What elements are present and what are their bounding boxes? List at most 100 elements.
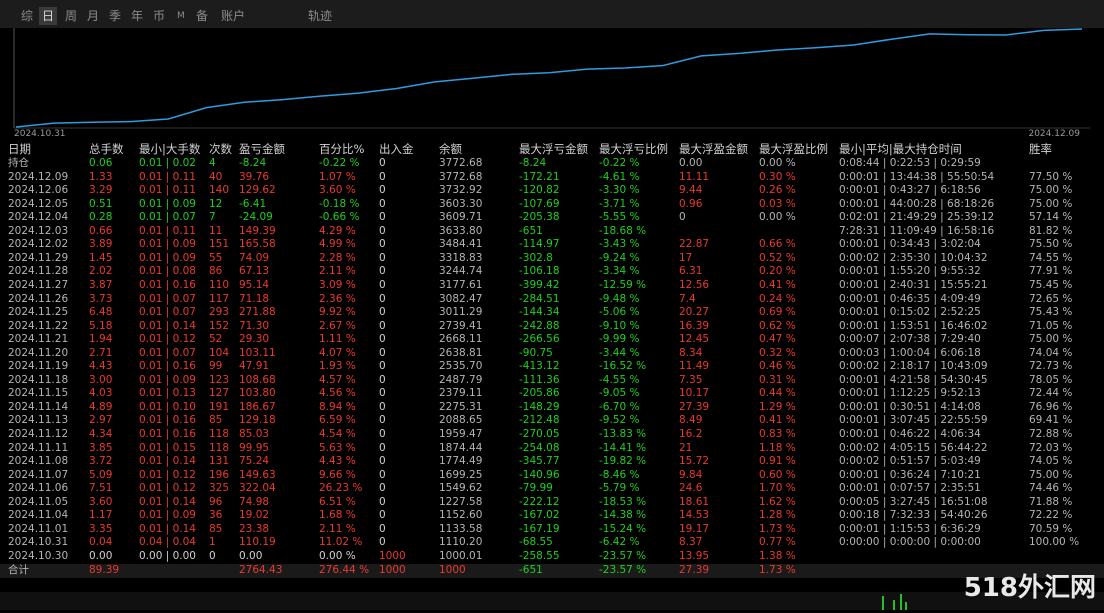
table-cell: -3.30 % (599, 184, 640, 197)
x-start-label: 2024.10.31 (14, 129, 66, 139)
table-cell: 196 (209, 468, 230, 481)
table-cell: 108.68 (239, 373, 276, 386)
table-cell: 0 (379, 387, 386, 400)
table-cell: -9.24 % (599, 251, 640, 264)
table-cell: 0.01 | 0.12 (139, 333, 196, 346)
table-cell: 149.63 (239, 468, 276, 481)
table-cell: 1.70 % (759, 482, 796, 495)
table-cell: 0 (379, 170, 386, 183)
table-cell: 72.44 % (1029, 387, 1073, 400)
table-cell: 0.44 % (759, 387, 796, 400)
table-cell: -8.46 % (599, 468, 640, 481)
table-cell: 0 (379, 414, 386, 427)
table-cell: 103.80 (239, 387, 276, 400)
table-cell: 12 (209, 197, 223, 210)
table-cell: 2739.41 (439, 319, 483, 332)
table-cell: 4 (209, 157, 216, 169)
table-cell: 71.18 (239, 292, 270, 305)
table-cell: 1.33 (89, 170, 113, 183)
table-cell: 3.87 (89, 278, 113, 291)
table-cell: 0:00:02 | 2:18:17 | 10:43:09 (839, 360, 988, 373)
table-cell: 0.01 | 0.07 (139, 211, 196, 224)
table-cell: 0.69 % (759, 306, 796, 319)
table-cell: 85 (209, 522, 223, 535)
tab[interactable]: 季 (109, 9, 122, 23)
table-cell: 0 (379, 495, 386, 508)
table-cell: 0.32 % (759, 346, 796, 359)
table-cell: 75.50 % (1029, 238, 1073, 251)
table-cell: 0 (379, 400, 386, 413)
tab[interactable]: M (177, 11, 185, 21)
table-cell: 3772.68 (439, 170, 483, 183)
table-cell: 0.01 | 0.14 (139, 455, 196, 468)
table-cell: 103.11 (239, 346, 276, 359)
table-cell: 2024.11.12 (8, 428, 69, 440)
table-cell: 72.03 % (1029, 441, 1073, 454)
table-cell: 3.00 (89, 373, 113, 386)
table-cell: 40 (209, 170, 223, 183)
column-header: 总手数 (89, 142, 124, 156)
table-cell: -222.12 (519, 495, 560, 508)
table-cell: 2.36 % (319, 292, 356, 305)
table-cell: 3.89 (89, 238, 113, 251)
table-cell: 15.72 (679, 455, 710, 468)
table-cell: 3609.71 (439, 211, 483, 224)
table-cell: 2024.11.15 (8, 387, 69, 400)
table-cell: 74.05 % (1029, 455, 1073, 468)
tab[interactable]: 轨迹 (308, 9, 333, 23)
table-cell: 0:00:01 | 0:36:24 | 7:10:21 (839, 468, 981, 481)
table-cell: 3.60 % (319, 184, 356, 197)
tab[interactable]: 年 (131, 9, 144, 23)
table-cell: -651 (519, 224, 543, 237)
tab-bar: 综日周月季年币 M 备账户 轨迹 (0, 0, 1104, 28)
table-cell: 16.39 (679, 319, 710, 332)
table-cell: 75.00 % (1029, 468, 1073, 481)
table-cell: 21 (679, 441, 693, 454)
tab[interactable]: 综 (21, 9, 34, 23)
tab[interactable]: 月 (87, 9, 100, 23)
table-cell: 6.31 (679, 265, 703, 278)
table-cell: 0:00:01 | 1:55:20 | 9:55:32 (839, 265, 981, 278)
table-cell: 2024.11.11 (8, 441, 69, 454)
tab[interactable]: 币 (153, 9, 166, 23)
tab[interactable]: 日 (39, 7, 58, 25)
table-cell: 39.76 (239, 170, 270, 183)
tab[interactable]: 备 (196, 9, 209, 23)
table-cell: -9.52 % (599, 414, 640, 427)
table-cell: -0.22 % (319, 157, 360, 169)
tab[interactable]: 周 (65, 9, 78, 23)
table-cell: 13.95 (679, 549, 710, 562)
table-cell: 0.01 | 0.16 (139, 414, 196, 427)
table-cell: 4.57 % (319, 373, 356, 386)
table-cell: 0 (379, 157, 386, 169)
table-cell: 52 (209, 333, 223, 346)
table-cell: 2638.81 (439, 346, 483, 359)
table-cell: 293 (209, 306, 230, 319)
table-cell: 72.73 % (1029, 360, 1073, 373)
table-cell: 0.01 | 0.11 (139, 224, 196, 237)
table-cell: 0.01 | 0.11 (139, 170, 196, 183)
table-cell: 1152.60 (439, 509, 483, 522)
column-header: 最小|平均|最大持仓时间 (839, 142, 962, 156)
table-cell: 0.01 | 0.09 (139, 251, 196, 264)
table-cell: 0.01 | 0.02 (139, 157, 196, 169)
table-cell: -18.68 % (599, 224, 647, 237)
table-cell: 74.09 (239, 251, 270, 264)
table-cell: -205.38 (519, 211, 560, 224)
column-header: 最大浮亏金额 (519, 142, 588, 156)
table-cell: 3.73 (89, 292, 113, 305)
table-cell: 186.67 (239, 400, 276, 413)
table-cell: -242.88 (519, 319, 560, 332)
table-cell: 0:00:01 | 1:53:51 | 16:46:02 (839, 319, 988, 332)
table-cell: 5.63 % (319, 441, 356, 454)
table-cell: -15.24 % (599, 522, 647, 535)
table-cell: 2.11 % (319, 265, 356, 278)
table-cell: 0 (379, 509, 386, 522)
table-cell: 2024.12.09 (8, 170, 69, 183)
table-cell: 0.41 % (759, 414, 796, 427)
table-cell: 0:00:01 | 13:44:38 | 55:50:54 (839, 170, 995, 183)
tab[interactable]: 账户 (221, 9, 246, 23)
table-cell: 0.00 % (759, 157, 796, 169)
table-cell: 123 (209, 373, 230, 386)
table-cell: 0.01 | 0.16 (139, 360, 196, 373)
